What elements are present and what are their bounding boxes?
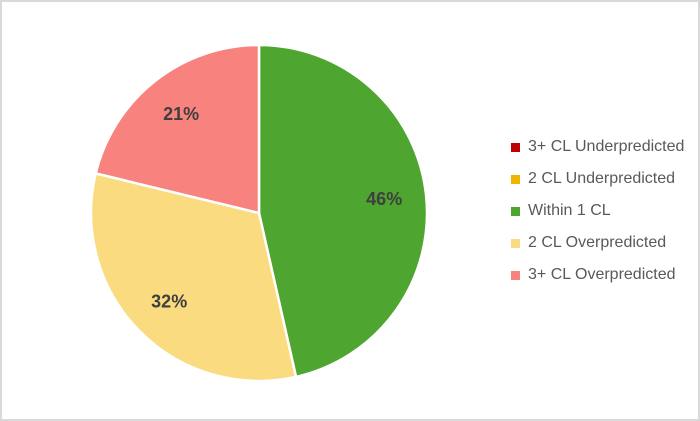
legend-label: 2 CL Overpredicted (528, 234, 667, 251)
legend-label: 2 CL Underpredicted (528, 170, 676, 187)
legend-item-0: 3+ CL Underpredicted (511, 131, 684, 163)
legend-item-2: Within 1 CL (511, 195, 684, 227)
chart-legend: 3+ CL Underpredicted 2 CL Underpredicted W… (511, 131, 684, 291)
legend-label: 3+ CL Underpredicted (528, 138, 685, 155)
legend-label: 3+ CL Overpredicted (528, 266, 676, 283)
legend-item-3: 2 CL Overpredicted (511, 227, 684, 259)
legend-swatch-icon (511, 174, 520, 184)
legend-swatch-icon (511, 270, 520, 280)
legend-label: Within 1 CL (528, 202, 611, 219)
pie-slice-3 (89, 172, 298, 383)
pie-slice-2 (257, 43, 429, 379)
legend-swatch-icon (511, 142, 520, 152)
pie-slice-4 (94, 43, 261, 215)
legend-swatch-icon (511, 238, 520, 248)
pie-data-label: 46% (366, 189, 402, 209)
legend-item-1: 2 CL Underpredicted (511, 163, 684, 195)
pie-data-label: 21% (163, 104, 199, 124)
legend-swatch-icon (511, 206, 520, 216)
pie-data-label: 32% (151, 291, 187, 311)
legend-item-4: 3+ CL Overpredicted (511, 259, 684, 291)
